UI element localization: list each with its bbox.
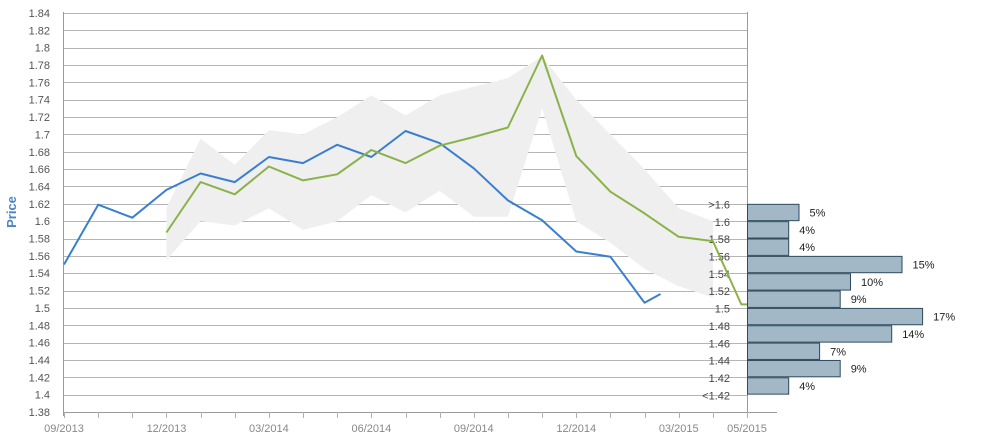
y-tick-label: 1.68 xyxy=(29,147,50,159)
x-tick-label: 09/2013 xyxy=(44,423,84,435)
histogram-bin-label: 1.48 xyxy=(709,321,730,333)
x-tick-labels: 09/2013 12/2013 03/2014 06/2014 09/2014 12/20… xyxy=(44,423,767,435)
histogram-bar xyxy=(747,307,924,326)
x-tick-label: 09/2014 xyxy=(454,423,494,435)
y-tick-label: 1.4 xyxy=(35,390,50,402)
y-tick-label: 1.64 xyxy=(29,181,50,193)
y-tick-label: 1.58 xyxy=(29,234,50,246)
histogram-bar xyxy=(747,255,903,274)
y-tick-label: 1.72 xyxy=(29,112,50,124)
forecast-band-area xyxy=(166,56,713,298)
y-tick-label: 1.52 xyxy=(29,286,50,298)
histogram-pct-label: 14% xyxy=(902,329,924,341)
y-tick-label: 1.54 xyxy=(29,268,50,280)
histogram-bar xyxy=(747,273,851,291)
y-tick-label: 1.6 xyxy=(35,216,50,228)
histogram-bar xyxy=(747,238,790,256)
histogram-pct-label: 7% xyxy=(830,346,846,358)
y-tick-label: 1.84 xyxy=(29,8,50,20)
y-axis-label: Price xyxy=(4,196,19,228)
x-tick-label: 05/2015 xyxy=(727,423,767,435)
histogram-bar xyxy=(747,221,790,239)
x-tick-label: 12/2014 xyxy=(556,423,596,435)
histogram-pct-label: 4% xyxy=(799,225,815,237)
histogram-pct-label: 4% xyxy=(799,381,815,393)
x-tick-label: 12/2013 xyxy=(147,423,187,435)
forecast-band xyxy=(166,56,713,298)
y-tick-label: 1.7 xyxy=(35,129,50,141)
x-tick-label: 06/2014 xyxy=(351,423,391,435)
series-line-2 xyxy=(165,54,747,306)
histogram-bar xyxy=(747,290,841,308)
series-line-1 xyxy=(63,130,661,304)
y-tick-label: 1.5 xyxy=(35,303,50,315)
histogram-bin-label: <1.42 xyxy=(702,390,730,402)
y-tick-label: 1.78 xyxy=(29,60,50,72)
y-tick-label: 1.76 xyxy=(29,77,50,89)
y-tick-label: 1.74 xyxy=(29,95,50,107)
y-tick-label: 1.46 xyxy=(29,338,50,350)
y-tick-label: 1.56 xyxy=(29,251,50,263)
histogram-pct-label: 5% xyxy=(810,208,826,220)
y-tick-label: 1.42 xyxy=(29,372,50,384)
x-tick-label: 03/2014 xyxy=(249,423,289,435)
histogram-bar xyxy=(747,203,800,222)
y-tick-label: 1.44 xyxy=(29,355,50,367)
histogram-pct-label: 17% xyxy=(933,312,955,324)
y-tick-label: 1.66 xyxy=(29,164,50,176)
histogram: >1.65%1.64%1.584%1.5615%1.5410%1.529%1.5… xyxy=(702,200,955,403)
y-tick-label: 1.48 xyxy=(29,320,50,332)
histogram-bar xyxy=(747,325,893,343)
histogram-bar xyxy=(747,342,821,360)
y-tick-label: 1.62 xyxy=(29,199,50,211)
histogram-bin-label: 1.42 xyxy=(709,373,730,385)
x-tick-label: 03/2015 xyxy=(659,423,699,435)
histogram-bin-label: 1.6 xyxy=(715,217,730,229)
histogram-pct-label: 4% xyxy=(799,242,815,254)
y-tick-label: 1.38 xyxy=(29,407,50,419)
y-tick-label: 1.8 xyxy=(35,43,50,55)
histogram-bar xyxy=(747,377,790,395)
histogram-bin-label: >1.6 xyxy=(708,200,730,212)
histogram-bin-label: 1.44 xyxy=(709,356,730,368)
histogram-bin-label: 1.54 xyxy=(709,269,730,281)
series-lines xyxy=(63,54,747,306)
histogram-pct-label: 15% xyxy=(913,260,935,272)
histogram-bin-label: 1.46 xyxy=(709,338,730,350)
histogram-bar xyxy=(747,359,841,378)
histogram-bin-label: 1.52 xyxy=(709,286,730,298)
histogram-pct-label: 10% xyxy=(861,277,883,289)
y-tick-labels: 1.38 1.4 1.42 1.44 1.46 1.48 1.5 1.52 1.54 1.56 1.… xyxy=(29,8,50,419)
y-tick-label: 1.82 xyxy=(29,25,50,37)
histogram-bin-label: 1.5 xyxy=(715,304,730,316)
histogram-pct-label: 9% xyxy=(851,294,867,306)
histogram-pct-label: 9% xyxy=(851,364,867,376)
